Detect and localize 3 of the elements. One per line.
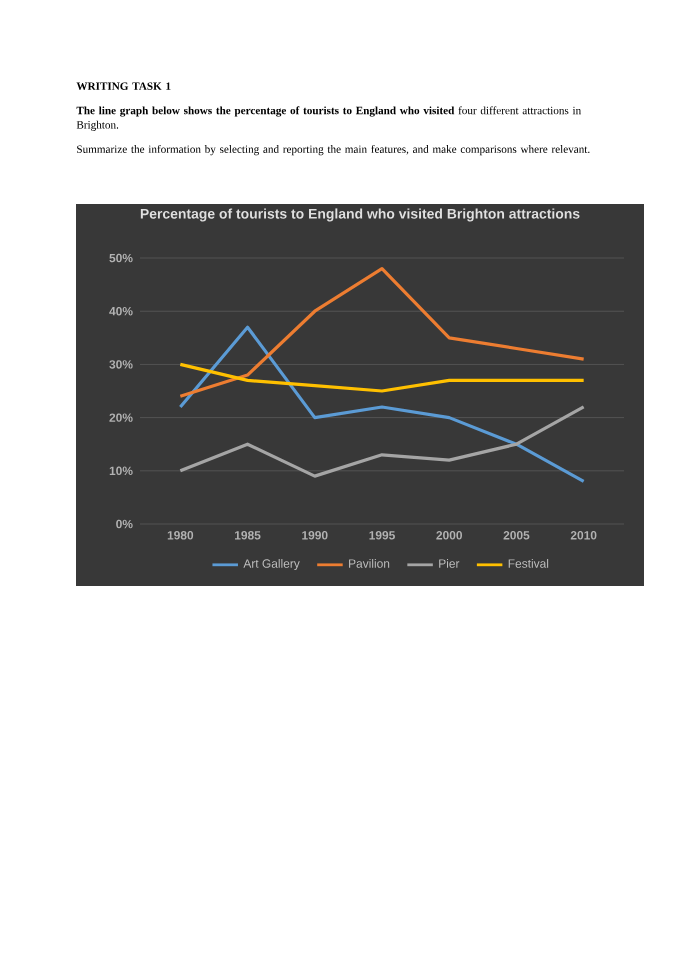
line-series	[178, 405, 586, 478]
line-series	[178, 267, 586, 398]
line-series	[178, 325, 586, 484]
